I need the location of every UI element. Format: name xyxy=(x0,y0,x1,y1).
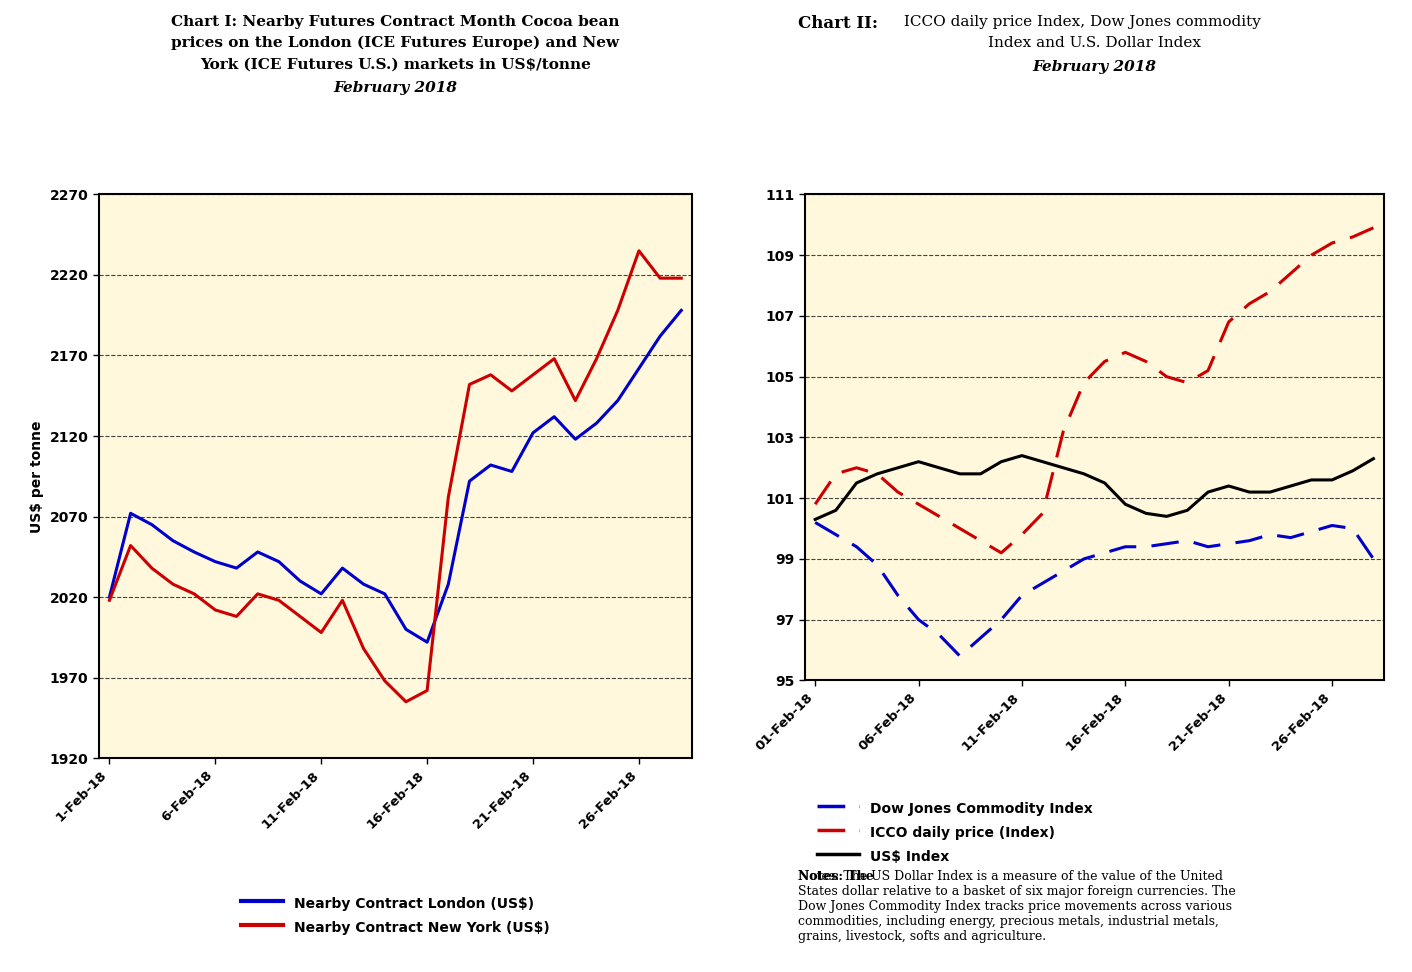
Text: February 2018: February 2018 xyxy=(1032,60,1156,74)
Text: prices on the London (ICE Futures Europe) and New: prices on the London (ICE Futures Europe… xyxy=(171,36,620,51)
Y-axis label: US$ per tonne: US$ per tonne xyxy=(30,420,44,533)
Legend: Dow Jones Commodity Index, ICCO daily price (Index), US$ Index: Dow Jones Commodity Index, ICCO daily pr… xyxy=(812,794,1099,870)
Text: York (ICE Futures U.S.) markets in US$/tonne: York (ICE Futures U.S.) markets in US$/t… xyxy=(201,57,590,71)
Text: Chart II:: Chart II: xyxy=(798,15,878,31)
Text: Notes: The US Dollar Index is a measure of the value of the United
States dollar: Notes: The US Dollar Index is a measure … xyxy=(798,870,1236,943)
Text: Notes: The: Notes: The xyxy=(798,870,878,883)
Legend: Nearby Contract London (US$), Nearby Contract New York (US$): Nearby Contract London (US$), Nearby Con… xyxy=(236,889,555,941)
Text: February 2018: February 2018 xyxy=(333,81,457,94)
Text: Chart I: Nearby Futures Contract Month Cocoa bean: Chart I: Nearby Futures Contract Month C… xyxy=(171,15,620,28)
Text: ICCO daily price Index, Dow Jones commodity: ICCO daily price Index, Dow Jones commod… xyxy=(899,15,1261,28)
Text: Index and U.S. Dollar Index: Index and U.S. Dollar Index xyxy=(988,36,1200,50)
